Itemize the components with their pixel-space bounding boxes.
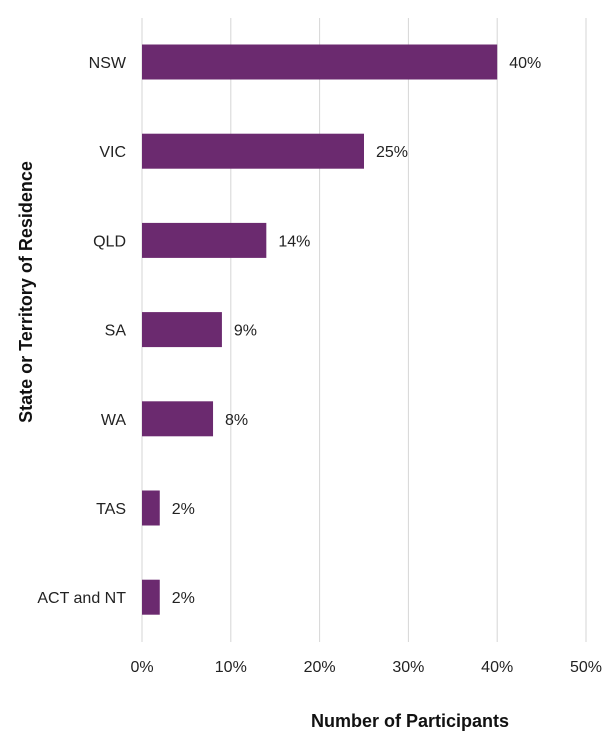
x-tick-label: 40% [481,659,513,676]
category-label: WA [101,412,127,429]
category-label: ACT and NT [37,590,126,607]
category-label: TAS [96,501,126,518]
bars [142,44,498,615]
data-label: 2% [172,501,195,518]
bar-qld [142,222,267,258]
category-label: SA [105,323,127,340]
bar-act-and-nt [142,579,160,615]
data-label: 8% [225,412,248,429]
gridlines [141,18,587,642]
data-label: 25% [376,144,408,161]
x-tick-labels: 0% 10% 20% 30% 40% 50% [130,659,602,676]
category-label: NSW [89,55,127,72]
x-tick-label: 30% [392,659,424,676]
bar-vic [142,133,364,169]
data-label: 2% [172,590,195,607]
x-axis-title: Number of Participants [311,711,509,731]
category-label: QLD [93,233,126,250]
category-labels: NSW VIC QLD SA WA TAS ACT and NT [37,55,127,607]
data-label: 9% [234,323,257,340]
data-labels: 40% 25% 14% 9% 8% 2% 2% [172,55,541,607]
category-label: VIC [99,144,126,161]
bar-wa [142,401,214,437]
x-tick-label: 0% [130,659,153,676]
x-tick-label: 20% [304,659,336,676]
bar-nsw [142,44,498,80]
y-axis-title: State or Territory of Residence [16,161,36,423]
bar-tas [142,490,160,526]
x-tick-label: 50% [570,659,602,676]
bar-sa [142,312,222,348]
data-label: 40% [509,55,541,72]
x-tick-label: 10% [215,659,247,676]
data-label: 14% [278,233,310,250]
